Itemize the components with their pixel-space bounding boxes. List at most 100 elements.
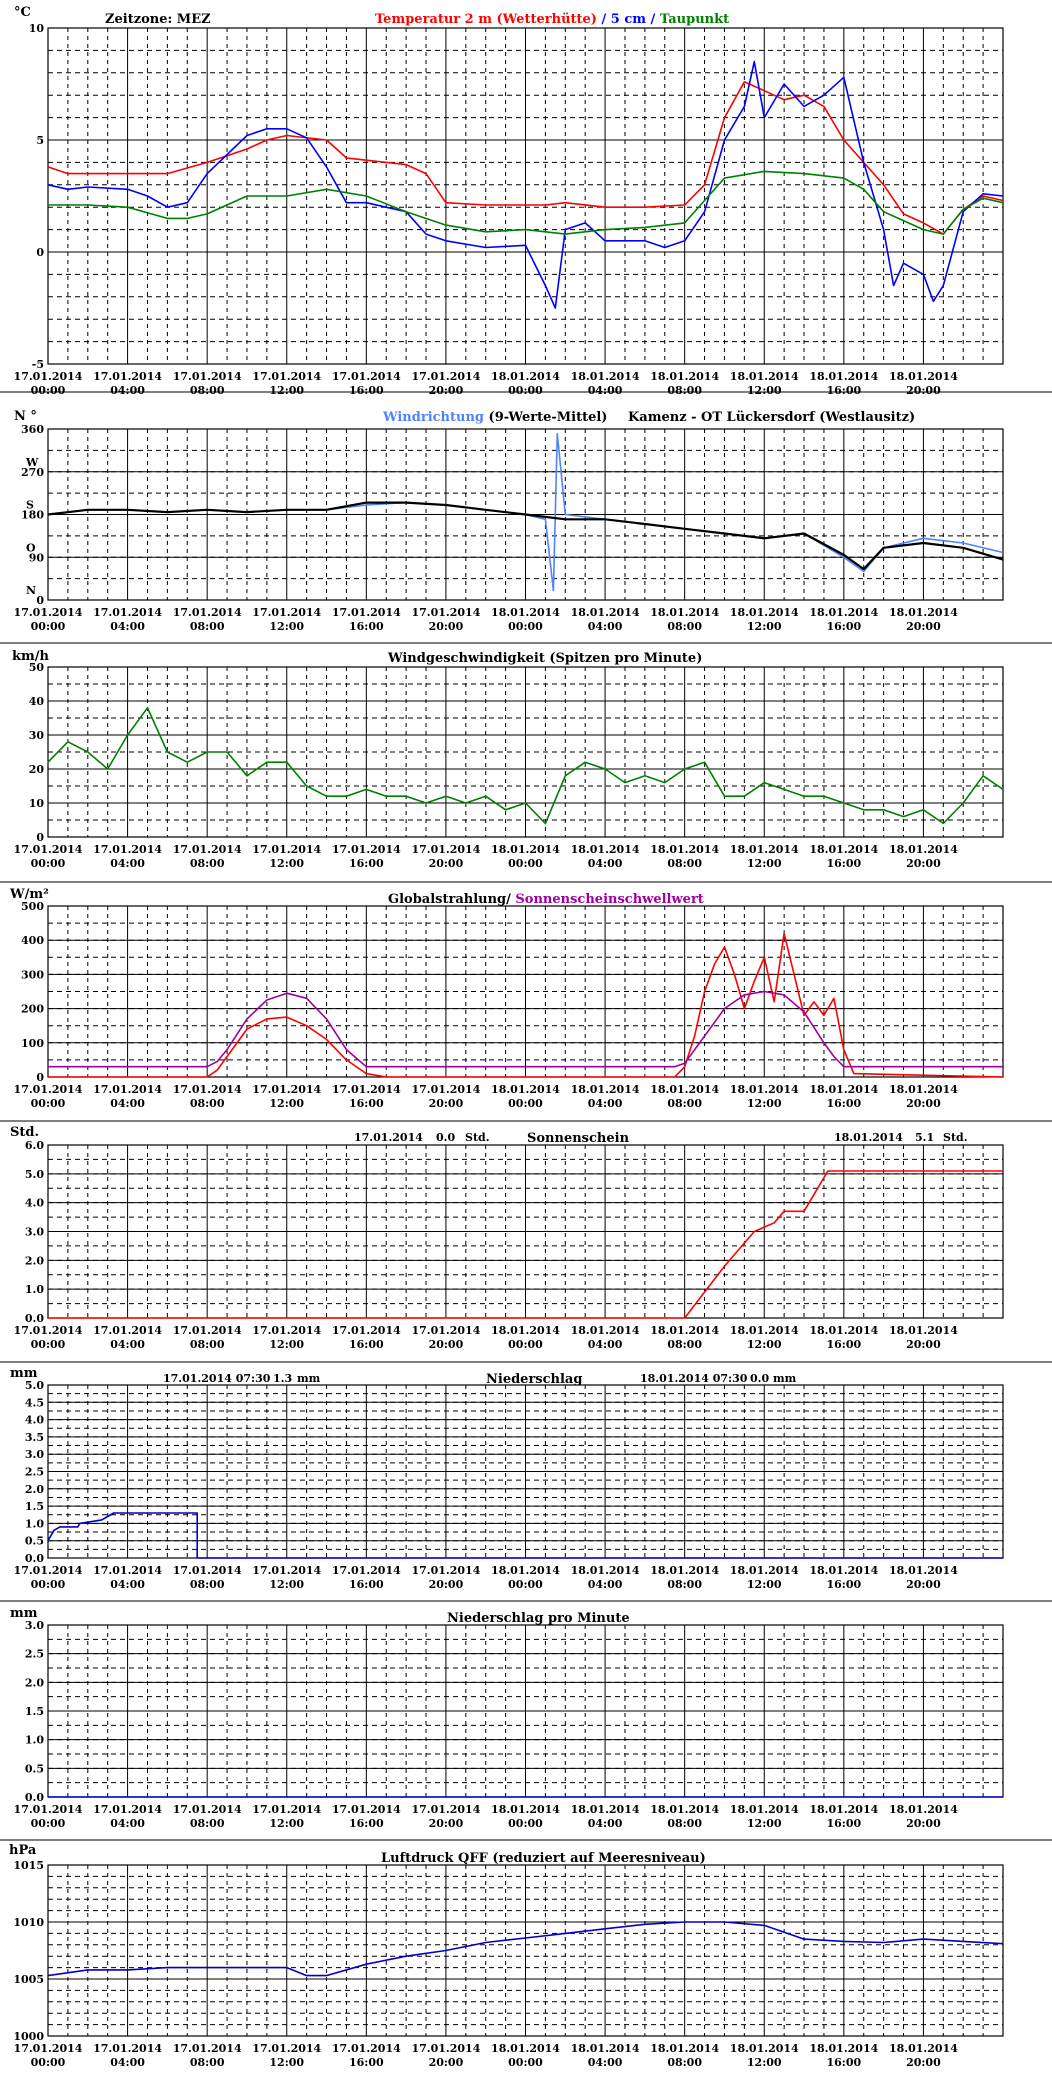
x-tick-date: 17.01.2014 (14, 1083, 83, 1096)
x-tick-time: 20:00 (906, 1338, 941, 1351)
x-tick-date: 17.01.2014 (411, 843, 480, 856)
series-line-temp-0 (47, 81, 1004, 235)
x-tick-time: 00:00 (31, 1338, 66, 1351)
precip-val2: 0.0 (750, 1372, 769, 1385)
y-tick-label: 200 (21, 1003, 44, 1016)
x-tick-time: 04:00 (110, 1097, 145, 1110)
wspeed-title: Windgeschwindigkeit (Spitzen pro Minute) (387, 651, 702, 666)
x-tick-date: 18.01.2014 (809, 1324, 878, 1337)
x-tick-time: 20:00 (906, 1817, 941, 1830)
y-tick-label: 4.0 (25, 1197, 44, 1210)
temp-title-sep: / (601, 12, 610, 27)
y-tick-label: 5.0 (25, 1379, 44, 1392)
x-tick-time: 16:00 (349, 2056, 384, 2069)
press-title: Luftdruck QFF (reduziert auf Meeresnivea… (381, 1851, 706, 1866)
wdir-title-blue: Windrichtung (382, 410, 484, 425)
x-tick-time: 16:00 (826, 2056, 861, 2069)
x-tick-time: 00:00 (31, 620, 66, 633)
y-tick-label: 0 (36, 1071, 44, 1084)
x-tick-date: 17.01.2014 (252, 1324, 321, 1337)
x-tick-date: 17.01.2014 (93, 370, 162, 383)
sun-unit1: Std. (465, 1131, 490, 1144)
x-tick-date: 18.01.2014 (730, 2042, 799, 2055)
y-tick-label: 2.5 (25, 1648, 44, 1661)
x-tick-date: 17.01.2014 (411, 1564, 480, 1577)
x-tick-time: 20:00 (429, 1578, 464, 1591)
x-tick-time: 08:00 (190, 620, 225, 633)
x-tick-time: 20:00 (429, 1817, 464, 1830)
sun-unit2: Std. (943, 1131, 968, 1144)
x-tick-date: 18.01.2014 (889, 1564, 958, 1577)
y-tick-label: 1.0 (25, 1283, 44, 1296)
sun-val2: 5.1 (915, 1131, 934, 1144)
x-tick-date: 18.01.2014 (730, 606, 799, 619)
x-tick-time: 00:00 (31, 1097, 66, 1110)
y-tick-label: -5 (32, 358, 44, 371)
y-tick-label: 30 (29, 729, 45, 742)
x-tick-date: 18.01.2014 (571, 370, 640, 383)
series-line-wspeed-0 (47, 706, 1004, 825)
y-tick-label: 3.0 (25, 1226, 44, 1239)
rad-title-black: Globalstrahlung/ (388, 892, 511, 907)
x-tick-date: 18.01.2014 (571, 1564, 640, 1577)
x-tick-time: 20:00 (906, 1097, 941, 1110)
x-tick-time: 12:00 (269, 384, 304, 397)
sun-title: Sonnenschein (527, 1131, 630, 1146)
x-tick-date: 17.01.2014 (332, 606, 401, 619)
x-tick-date: 18.01.2014 (730, 843, 799, 856)
precip-unit2: mm (773, 1372, 797, 1385)
x-tick-time: 20:00 (429, 1097, 464, 1110)
x-tick-time: 04:00 (110, 384, 145, 397)
x-tick-time: 04:00 (110, 2056, 145, 2069)
x-tick-time: 16:00 (349, 384, 384, 397)
x-tick-time: 20:00 (429, 857, 464, 870)
wdir-station: Kamenz - OT Lückersdorf (Westlausitz) (628, 410, 915, 425)
x-tick-date: 18.01.2014 (889, 1083, 958, 1096)
temp-title-red: Temperatur 2 m (Wetterhütte) (375, 12, 597, 27)
x-tick-time: 08:00 (667, 1817, 702, 1830)
x-tick-date: 18.01.2014 (491, 2042, 560, 2055)
series-line-press-0 (47, 1921, 1004, 1977)
x-tick-date: 17.01.2014 (14, 2042, 83, 2055)
sun-val1: 0.0 (436, 1131, 455, 1144)
y-tick-label: 100 (21, 1037, 44, 1050)
x-tick-date: 18.01.2014 (650, 606, 719, 619)
x-tick-time: 00:00 (508, 1338, 543, 1351)
x-tick-time: 20:00 (429, 620, 464, 633)
x-tick-date: 17.01.2014 (332, 1803, 401, 1816)
x-tick-date: 18.01.2014 (650, 1324, 719, 1337)
x-tick-date: 17.01.2014 (411, 1083, 480, 1096)
x-tick-date: 18.01.2014 (571, 1083, 640, 1096)
x-tick-time: 16:00 (349, 1097, 384, 1110)
x-tick-time: 00:00 (31, 1817, 66, 1830)
y-tick-label: 5.0 (25, 1168, 44, 1181)
y-tick-label: 40 (29, 695, 45, 708)
x-tick-time: 08:00 (190, 1817, 225, 1830)
x-tick-time: 16:00 (826, 857, 861, 870)
x-tick-date: 17.01.2014 (173, 1324, 242, 1337)
y-tick-label: 90 (29, 551, 45, 564)
x-tick-time: 08:00 (667, 384, 702, 397)
x-tick-time: 08:00 (667, 620, 702, 633)
svg-text:Windrichtung (9-Werte-Mi: Windrichtung (9-Werte-Mittel) (382, 410, 607, 425)
x-tick-time: 16:00 (826, 620, 861, 633)
x-tick-time: 00:00 (508, 857, 543, 870)
x-tick-time: 00:00 (508, 2056, 543, 2069)
series-line-temp-2 (48, 170, 1004, 235)
y-tick-label: 0.0 (25, 1552, 44, 1565)
x-tick-date: 18.01.2014 (491, 606, 560, 619)
x-tick-date: 17.01.2014 (14, 606, 83, 619)
y-tick-label: 1010 (13, 1916, 44, 1929)
y-tick-label: 10 (29, 797, 45, 810)
x-tick-time: 04:00 (110, 620, 145, 633)
x-tick-date: 18.01.2014 (730, 1564, 799, 1577)
precipmin-title: Niederschlag pro Minute (447, 1611, 630, 1626)
series-line-wdir-1 (47, 501, 1004, 571)
x-tick-time: 12:00 (747, 1338, 782, 1351)
x-tick-time: 20:00 (906, 857, 941, 870)
x-tick-date: 17.01.2014 (93, 1564, 162, 1577)
x-tick-date: 18.01.2014 (571, 1803, 640, 1816)
x-tick-time: 12:00 (269, 1338, 304, 1351)
compass-label: S (26, 499, 34, 512)
x-tick-date: 17.01.2014 (14, 1324, 83, 1337)
